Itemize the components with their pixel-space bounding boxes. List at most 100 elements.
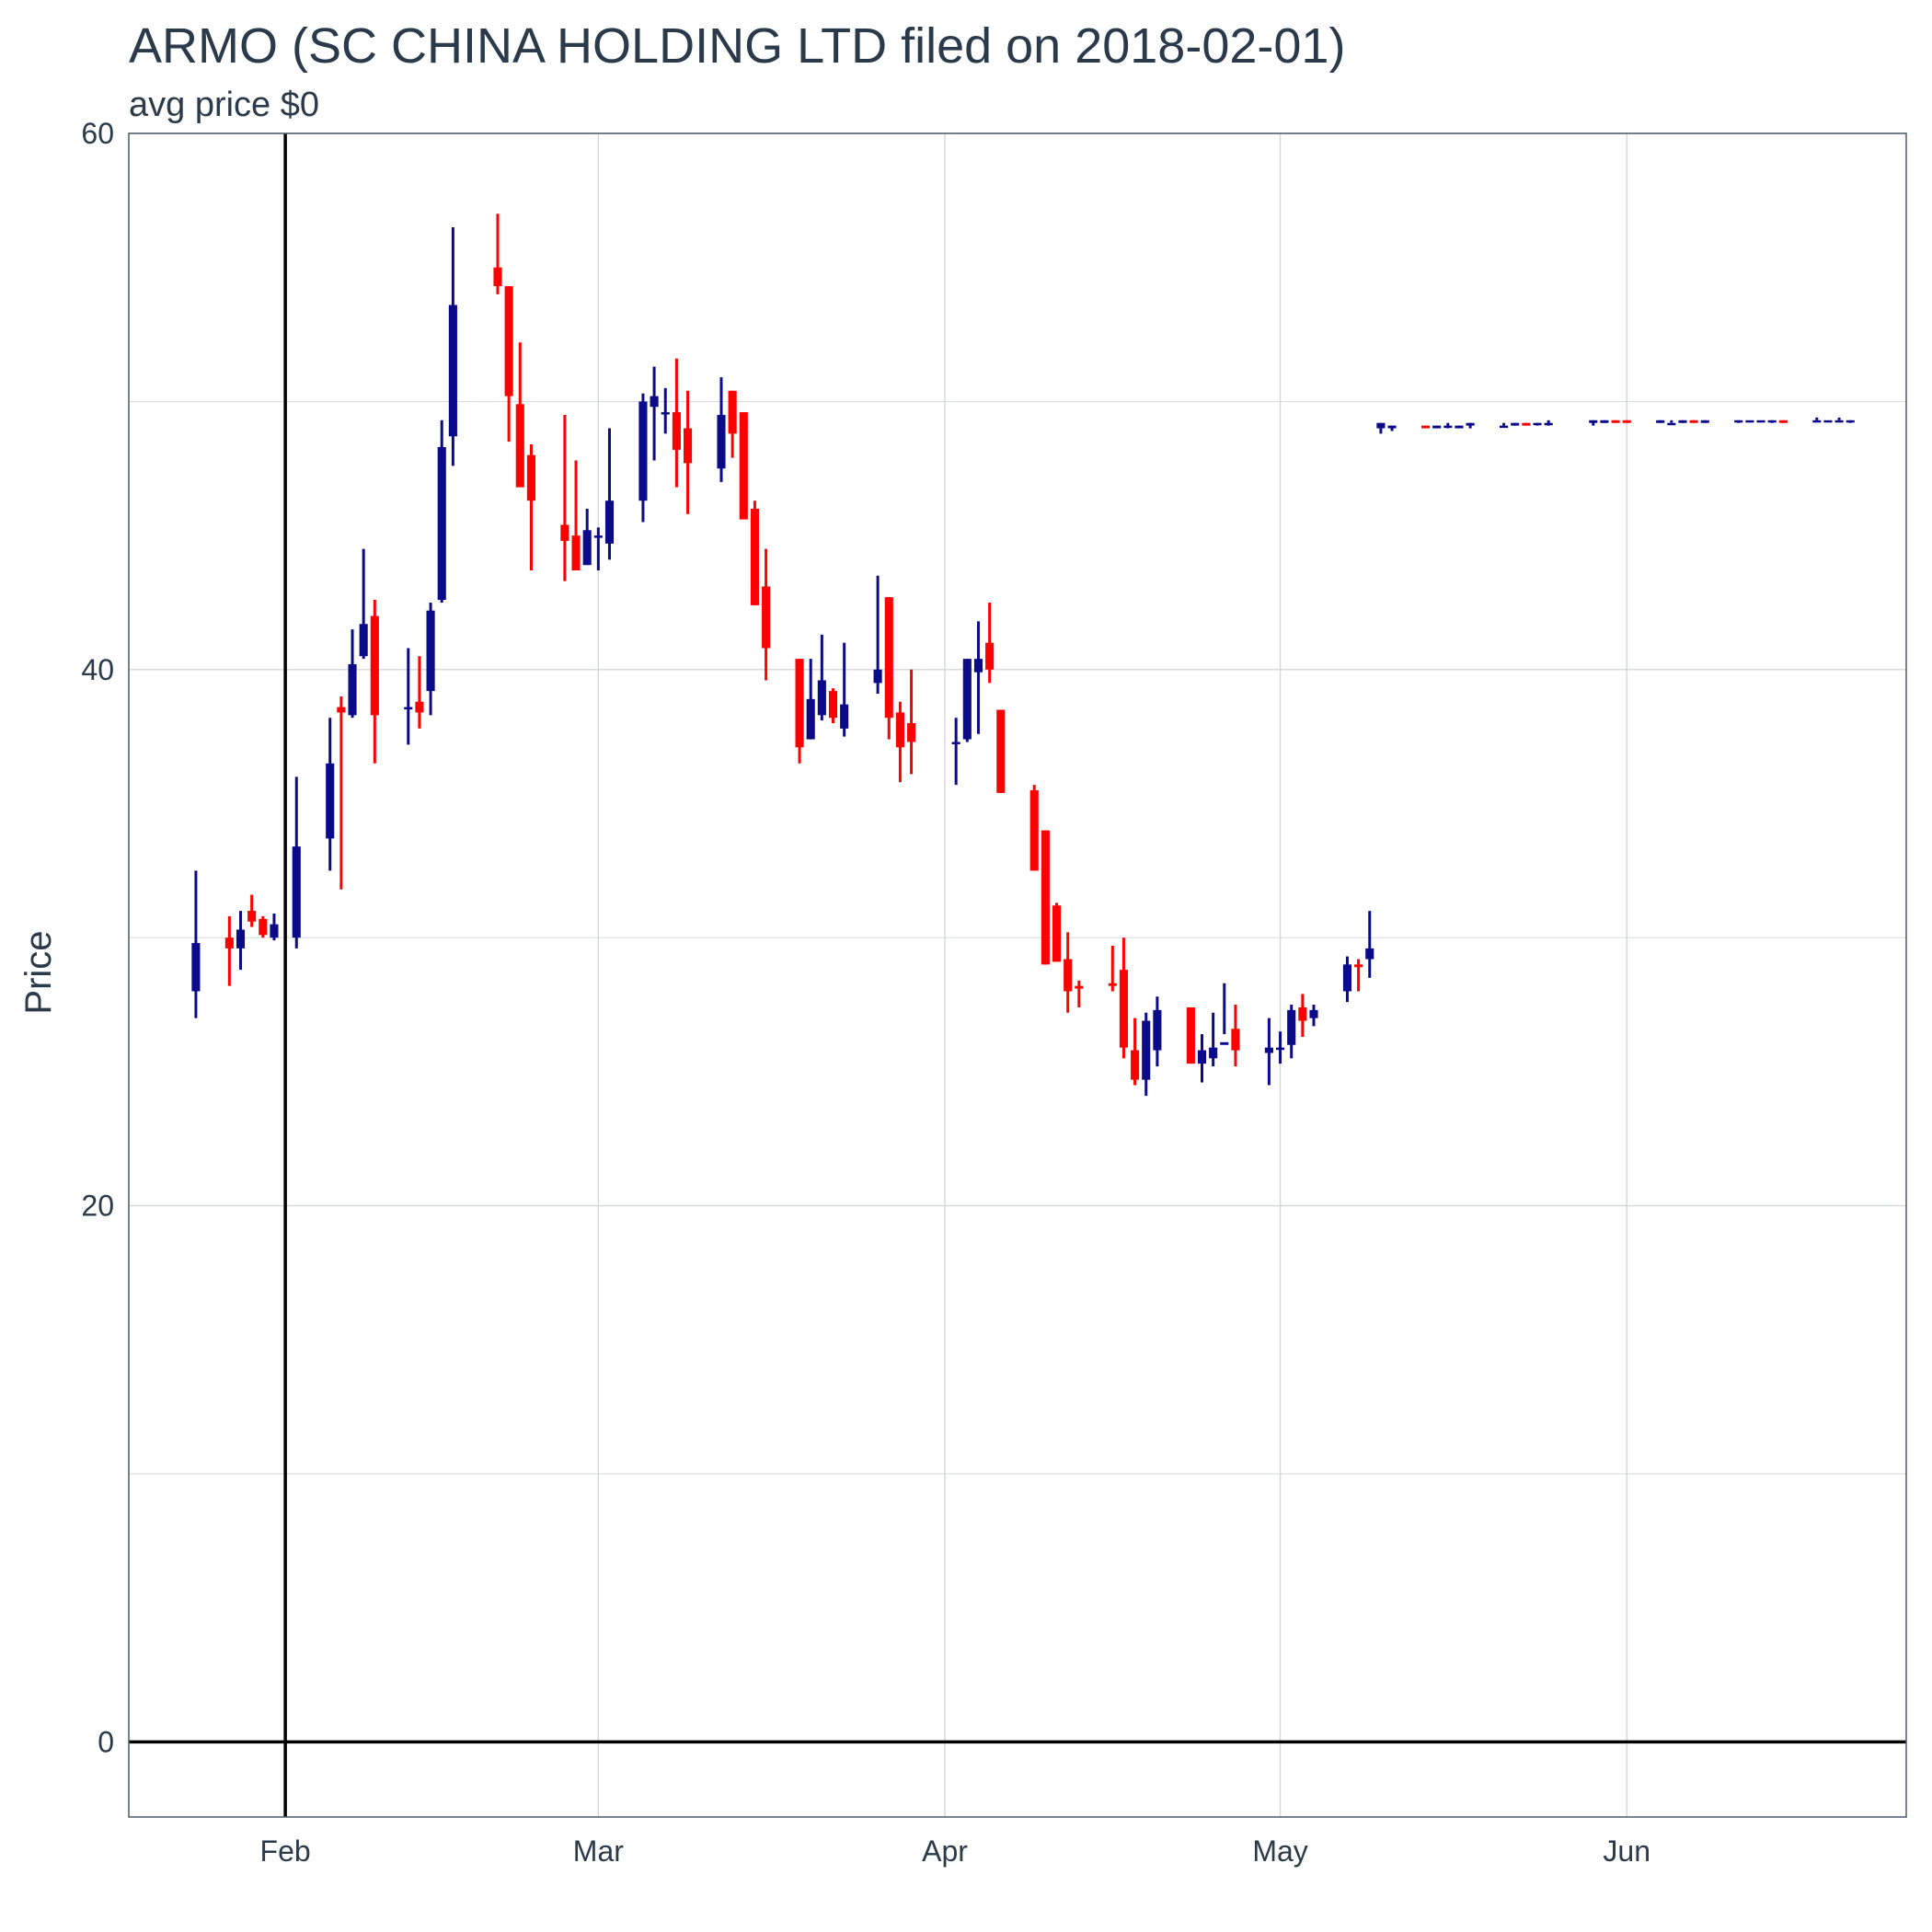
candle [526, 444, 535, 570]
candle-body [1611, 420, 1620, 423]
candle [1745, 420, 1754, 423]
candle-body [1466, 422, 1475, 426]
candle [638, 393, 648, 523]
candle [259, 915, 268, 938]
candle-body [1656, 420, 1665, 423]
candle [1522, 422, 1531, 426]
candle [426, 602, 435, 716]
candle-body [259, 918, 268, 936]
candle [571, 460, 581, 570]
candle-body [996, 709, 1006, 793]
candle-body [1231, 1029, 1240, 1051]
candle-body [236, 929, 246, 949]
candle [493, 213, 502, 294]
candle-body [1075, 985, 1084, 989]
candle [717, 377, 726, 482]
candle [1689, 420, 1698, 423]
candle [907, 669, 916, 775]
candle [1342, 956, 1352, 1003]
candle [1275, 1031, 1285, 1064]
candle-body [762, 586, 771, 649]
candle-body [348, 663, 357, 716]
candle [515, 342, 524, 488]
candle-body [493, 267, 502, 287]
candle [739, 412, 748, 520]
candle-body [1153, 1009, 1162, 1051]
candle-body [448, 305, 457, 437]
x-tick-label: Jun [1603, 1834, 1650, 1868]
candle-body [560, 524, 569, 541]
candle [1209, 1012, 1218, 1067]
candle-body [683, 428, 693, 464]
candle [1298, 994, 1307, 1038]
candle-body [1511, 422, 1520, 426]
candle-body [415, 701, 424, 713]
candle-body [951, 742, 960, 744]
candle-body [1700, 420, 1709, 423]
candle-body [817, 680, 826, 716]
candle [404, 648, 413, 745]
candle-body [840, 704, 849, 729]
candle [1108, 945, 1117, 992]
x-tick-label: Feb [260, 1834, 311, 1868]
candle [1365, 911, 1374, 978]
candle-body [359, 624, 368, 657]
candle [1611, 420, 1620, 423]
candle-body [1622, 420, 1631, 423]
candle [840, 642, 849, 737]
candle-body [1432, 425, 1442, 429]
candle-body [1689, 420, 1698, 423]
candle [884, 597, 893, 740]
candle [762, 548, 771, 681]
candle-body [1387, 425, 1397, 429]
x-tick-label: Apr [922, 1834, 968, 1868]
candle-body [515, 404, 524, 488]
y-axis-ticks: 0 20 40 60 [81, 117, 114, 1758]
candle-body [1264, 1047, 1273, 1053]
candle-body [1287, 1009, 1296, 1045]
candle-body [1186, 1006, 1195, 1064]
candle [1511, 422, 1520, 426]
candle [247, 894, 257, 927]
candle-body [1589, 420, 1598, 423]
candle-body [828, 691, 838, 719]
candle-body [1365, 948, 1374, 960]
x-axis-ticks: Feb Mar Apr May Jun [260, 1834, 1650, 1868]
candle [1119, 937, 1128, 1059]
candle-body [1678, 420, 1687, 423]
candle [1432, 425, 1442, 429]
candle [437, 420, 446, 603]
candle-body [604, 500, 615, 544]
candle-body [270, 924, 279, 938]
candle [1778, 420, 1788, 423]
candle [1846, 420, 1855, 423]
candle [661, 387, 670, 434]
candle-body [750, 508, 760, 605]
candle [1287, 1005, 1296, 1059]
candle [326, 718, 335, 871]
candle-body [1667, 422, 1676, 426]
candle [873, 575, 882, 695]
candle-body [504, 286, 513, 397]
candle-body [973, 659, 983, 673]
candle [604, 428, 615, 560]
candle [582, 508, 592, 566]
candle [191, 870, 201, 1018]
candle-body [985, 642, 995, 670]
candle-body [1197, 1050, 1207, 1064]
candle [1131, 1018, 1140, 1086]
candle [1455, 425, 1464, 429]
candle-body [1142, 1020, 1151, 1080]
candle [1533, 422, 1542, 426]
candle-body [437, 446, 446, 601]
candle [1656, 420, 1665, 423]
candle [795, 659, 804, 764]
candle [1500, 422, 1509, 429]
candle [1420, 425, 1431, 429]
candle-body [806, 698, 815, 740]
y-tick-label: 40 [81, 653, 114, 686]
plot-panel-border [128, 132, 1907, 1818]
candle-body [1064, 959, 1073, 992]
candle-body [571, 535, 581, 570]
